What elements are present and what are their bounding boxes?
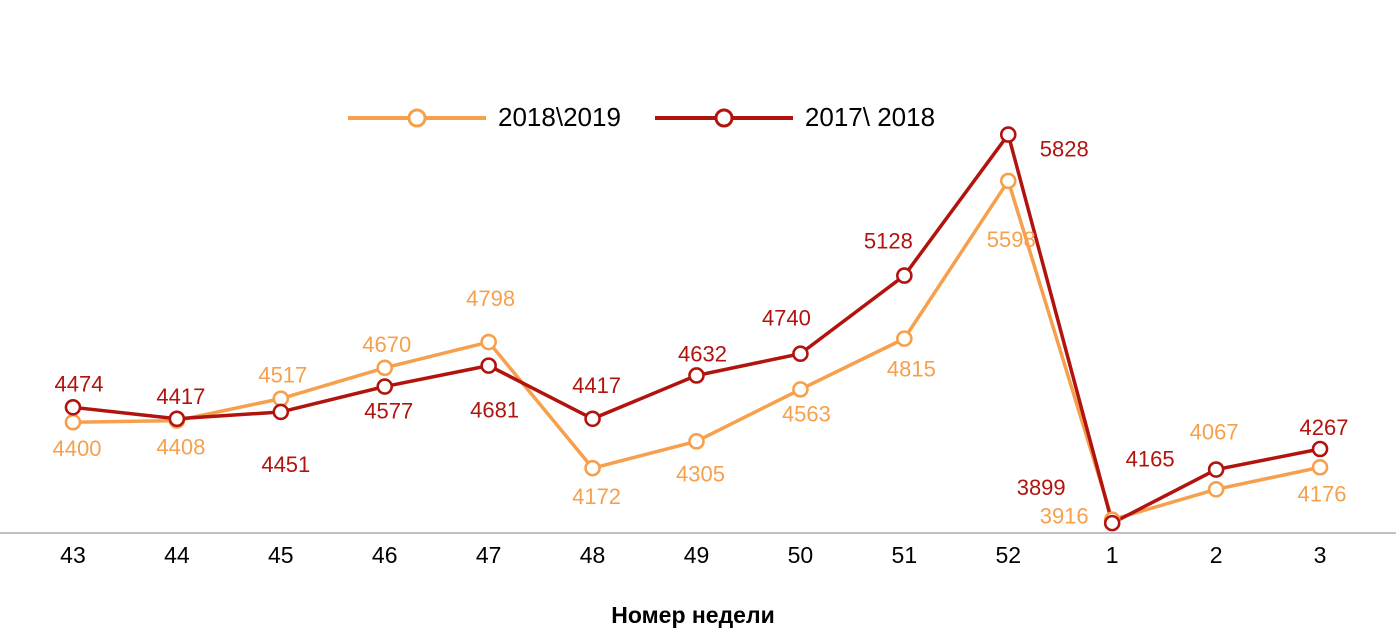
data-point-marker (1311, 459, 1329, 476)
data-point-marker (64, 413, 82, 431)
data-label: 4798 (466, 286, 515, 311)
legend-label-2018-2019: 2018\2019 (498, 102, 621, 132)
legend-label-2017-2018: 2017\ 2018 (804, 102, 936, 132)
legend-item-2017-2018: 2017\ 2018 (654, 102, 936, 133)
legend-item-2018-2019: 2018\2019 (348, 102, 621, 133)
data-point-marker (999, 126, 1017, 143)
data-point-marker (792, 381, 809, 398)
data-label: 4408 (156, 435, 205, 460)
data-label: 5828 (1040, 137, 1089, 162)
data-point-marker (1207, 461, 1225, 478)
data-point-marker (168, 410, 186, 428)
data-label: 4474 (54, 371, 103, 396)
data-label: 4740 (762, 306, 811, 331)
x-tick-label: 47 (476, 542, 502, 568)
x-axis-title: Номер недели (611, 602, 775, 628)
x-tick-label: 2 (1210, 542, 1223, 568)
data-label: 4176 (1298, 481, 1347, 506)
data-label: 4067 (1190, 419, 1239, 444)
chart-legend: 2018\2019 2017\ 2018 (348, 102, 935, 133)
data-point-marker (1103, 514, 1121, 532)
data-label: 4165 (1126, 447, 1175, 472)
x-tick-label: 52 (995, 542, 1021, 568)
x-tick-label: 1 (1106, 542, 1119, 568)
data-point-marker (688, 433, 705, 450)
x-tick-label: 43 (60, 542, 86, 568)
x-tick-label: 44 (164, 542, 190, 568)
x-tick-label: 48 (580, 542, 606, 568)
data-label: 4400 (52, 436, 101, 461)
data-point-marker (64, 399, 82, 416)
data-label: 3916 (1040, 504, 1089, 529)
data-label: 4267 (1300, 415, 1349, 440)
data-point-marker (896, 267, 913, 284)
data-point-marker (999, 172, 1017, 190)
data-point-marker (480, 357, 497, 374)
data-point-marker (688, 367, 705, 384)
data-label: 4517 (258, 363, 307, 388)
legend-line-icon (654, 108, 793, 127)
data-label: 4670 (362, 332, 411, 357)
data-point-marker (584, 410, 601, 428)
legend-marker-icon (407, 108, 427, 127)
x-tick-label: 46 (372, 542, 398, 568)
legend-marker-icon (714, 108, 734, 127)
x-tick-label: 3 (1314, 542, 1327, 568)
data-point-marker (272, 390, 290, 407)
data-label: 5598 (987, 227, 1036, 252)
x-tick-label: 50 (788, 542, 814, 568)
data-point-marker (1207, 480, 1225, 498)
data-point-marker (1311, 440, 1329, 458)
data-label: 4681 (470, 398, 519, 423)
x-tick-label: 49 (684, 542, 710, 568)
legend-line-icon (348, 108, 486, 127)
data-label: 4563 (782, 401, 831, 426)
data-label: 4451 (261, 452, 310, 477)
data-label: 4172 (572, 484, 621, 509)
data-point-marker (792, 345, 809, 363)
x-tick-label: 51 (892, 542, 918, 568)
data-point-marker (584, 459, 601, 477)
x-tick-label: 45 (268, 542, 294, 568)
data-point-marker (272, 403, 290, 421)
data-label: 4305 (676, 461, 725, 486)
data-label: 4417 (156, 384, 205, 409)
data-point-marker (376, 378, 394, 395)
data-label: 4815 (887, 357, 936, 382)
data-point-marker (376, 359, 394, 377)
data-label: 5128 (864, 229, 913, 254)
data-label: 4632 (678, 341, 727, 366)
data-point-marker (896, 330, 913, 347)
data-label: 4577 (364, 399, 413, 424)
data-point-marker (480, 333, 497, 351)
data-label: 4417 (572, 373, 621, 398)
data-label: 3899 (1017, 475, 1066, 500)
